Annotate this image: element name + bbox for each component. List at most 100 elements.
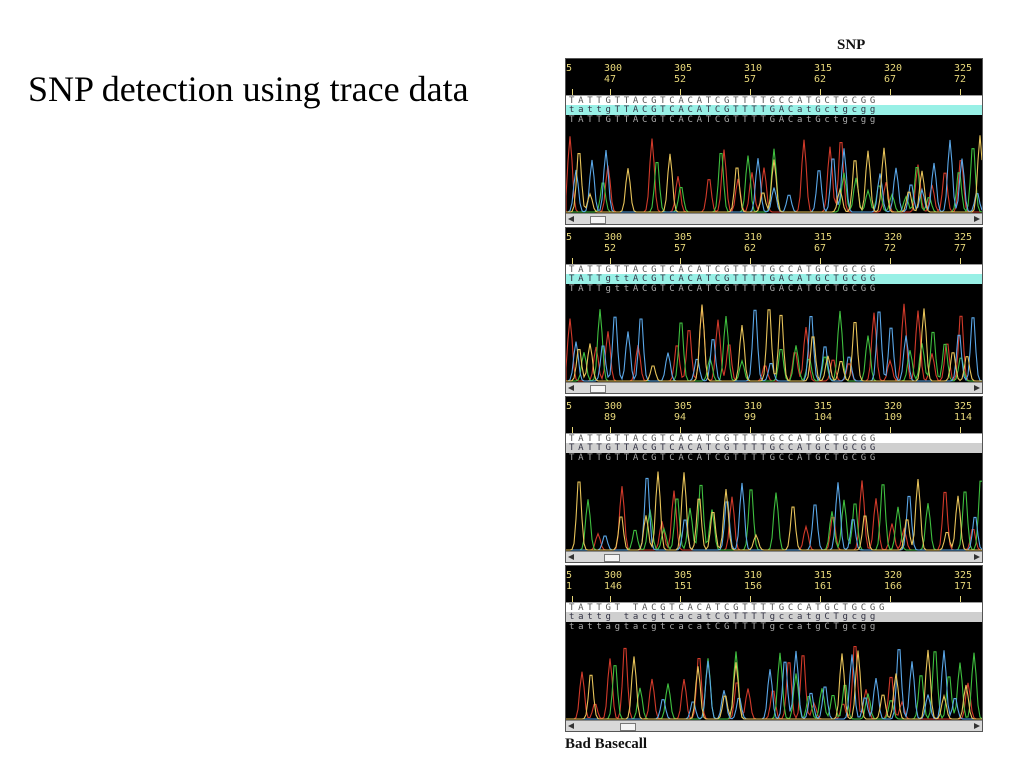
trace-figure: SNP 5 300 47 305 52 310 57 315 62 320 67 325 72 TATTG…	[565, 36, 985, 756]
horizontal-scrollbar[interactable]	[566, 382, 982, 393]
ruler-label-bottom: 72	[954, 74, 967, 85]
scroll-thumb[interactable]	[590, 385, 606, 393]
ruler-label-top: 325	[954, 570, 973, 581]
ruler-label-bottom: 1	[566, 581, 573, 592]
ruler-tick	[820, 427, 821, 433]
scroll-right-icon[interactable]	[974, 554, 980, 560]
ruler-label-top: 305	[674, 232, 693, 243]
trace-panel: 5 300 47 305 52 310 57 315 62 320 67 325 72 TATTGTTAC…	[565, 58, 983, 225]
trace-line	[566, 480, 982, 551]
ruler-tick	[820, 258, 821, 264]
scroll-thumb[interactable]	[620, 723, 636, 731]
ruler-label-bottom: 171	[954, 581, 973, 592]
ruler-label-bottom: 57	[744, 74, 757, 85]
snp-caption: SNP	[837, 37, 866, 53]
ruler-label-bottom: 77	[954, 243, 967, 254]
ruler-label-top: 310	[744, 401, 763, 412]
ruler-label-top: 310	[744, 232, 763, 243]
ruler-tick	[610, 596, 611, 602]
ruler-label-top: 300	[604, 232, 623, 243]
ruler-tick	[680, 89, 681, 95]
scroll-thumb[interactable]	[590, 216, 606, 224]
ruler-label-bottom: 57	[674, 243, 687, 254]
chromatogram	[566, 125, 982, 214]
scroll-right-icon[interactable]	[974, 216, 980, 222]
ruler-label-top: 320	[884, 63, 903, 74]
ruler-label-top: 5	[566, 232, 573, 243]
ruler-tick	[750, 596, 751, 602]
chromatogram	[566, 294, 982, 383]
ruler-label-bottom: 151	[674, 581, 693, 592]
scroll-right-icon[interactable]	[974, 385, 980, 391]
ruler-label-top: 315	[814, 401, 833, 412]
ruler-label-top: 315	[814, 63, 833, 74]
trace-panel: 5 300 52 305 57 310 62 315 67 320 72 325 77 TATTGTTAC…	[565, 227, 983, 394]
chromatogram	[566, 463, 982, 552]
ruler-label-bottom: 52	[604, 243, 617, 254]
ruler-tick	[572, 258, 573, 264]
ruler-tick	[750, 258, 751, 264]
ruler-tick	[960, 427, 961, 433]
scroll-right-icon[interactable]	[974, 723, 980, 729]
ruler-tick	[890, 258, 891, 264]
ruler-tick	[890, 596, 891, 602]
ruler-label-top: 320	[884, 401, 903, 412]
ruler-label-bottom: 94	[674, 412, 687, 423]
ruler-tick	[750, 427, 751, 433]
basecall-sequence: tattg tacgtcacatCGTTTTgccatgCTgcgg	[566, 612, 982, 622]
ruler-label-top: 305	[674, 63, 693, 74]
quality-sequence: TATTGTTACGTCACATCGTTTTGCCATGCTGCGG	[566, 453, 982, 463]
ruler-tick	[680, 427, 681, 433]
ruler-label-bottom: 114	[954, 412, 973, 423]
ruler-label-top: 320	[884, 570, 903, 581]
ruler-label-bottom: 89	[604, 412, 617, 423]
ruler-label-top: 305	[674, 570, 693, 581]
ruler-label-bottom: 109	[884, 412, 903, 423]
ruler-label-top: 300	[604, 570, 623, 581]
trace-line	[566, 135, 982, 213]
ruler-label-top: 325	[954, 232, 973, 243]
ruler-label-bottom: 156	[744, 581, 763, 592]
reference-sequence: TATTGT TACGTCACATCGTTTTGCCATGCTGCGG	[566, 602, 982, 612]
basecall-sequence: TATTgttACGTCACATCGTTTTGACATGCTGCGG	[566, 274, 982, 284]
horizontal-scrollbar[interactable]	[566, 213, 982, 224]
trace-line	[566, 649, 982, 720]
scroll-thumb[interactable]	[604, 554, 620, 562]
ruler-tick	[680, 258, 681, 264]
trace-panel: 5 300 89 305 94 310 99 315 104 320 109 325 114 TATTGT…	[565, 396, 983, 563]
ruler-label-bottom: 67	[814, 243, 827, 254]
position-ruler: 5 1 300 146 305 151 310 156 315 161 320 166 325 171	[566, 566, 982, 602]
ruler-label-top: 310	[744, 63, 763, 74]
scroll-left-icon[interactable]	[568, 216, 574, 222]
ruler-tick	[960, 596, 961, 602]
ruler-tick	[572, 89, 573, 95]
ruler-tick	[820, 89, 821, 95]
ruler-label-bottom: 72	[884, 243, 897, 254]
ruler-label-top: 5	[566, 63, 573, 74]
quality-sequence: tattagtacgtcacatCGTTTTgccatgCTgcgg	[566, 622, 982, 632]
scroll-left-icon[interactable]	[568, 723, 574, 729]
basecall-sequence: tattgTTACGTCACATCGTTTTGACatGctgcgg	[566, 105, 982, 115]
position-ruler: 5 300 52 305 57 310 62 315 67 320 72 325 77	[566, 228, 982, 264]
trace-line	[566, 148, 982, 213]
scroll-left-icon[interactable]	[568, 554, 574, 560]
scroll-left-icon[interactable]	[568, 385, 574, 391]
horizontal-scrollbar[interactable]	[566, 551, 982, 562]
ruler-label-top: 320	[884, 232, 903, 243]
ruler-label-top: 325	[954, 401, 973, 412]
ruler-label-bottom: 161	[814, 581, 833, 592]
chromatogram	[566, 632, 982, 721]
quality-sequence: TATTgttACGTCACATCGTTTTGACATGCTGCGG	[566, 284, 982, 294]
reference-sequence: TATTGTTACGTCACATCGTTTTGCCATGCTGCGG	[566, 95, 982, 105]
ruler-tick	[960, 258, 961, 264]
ruler-label-top: 5	[566, 570, 573, 581]
trace-line	[566, 649, 982, 720]
slide-title: SNP detection using trace data	[28, 69, 469, 109]
horizontal-scrollbar[interactable]	[566, 720, 982, 731]
ruler-label-top: 305	[674, 401, 693, 412]
ruler-tick	[572, 427, 573, 433]
trace-line	[566, 471, 982, 551]
ruler-tick	[890, 89, 891, 95]
ruler-tick	[610, 258, 611, 264]
ruler-label-bottom: 166	[884, 581, 903, 592]
